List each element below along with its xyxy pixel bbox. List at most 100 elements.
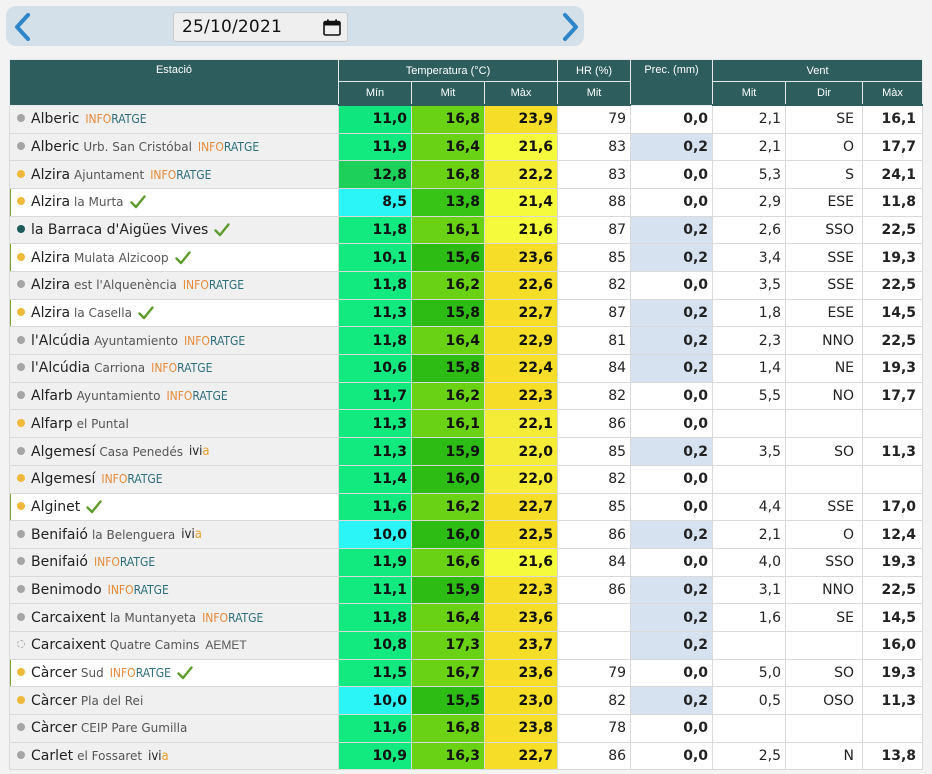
- station-name[interactable]: la Barraca d'Aigües Vives: [31, 222, 209, 238]
- table-row[interactable]: Alberic INFORATGE 11,0 16,8 23,9 79 0,0 2,1 SE 16…: [9, 104, 924, 134]
- wind-dir-header[interactable]: Dir: [785, 81, 864, 106]
- chevron-left-icon: [15, 13, 30, 41]
- station-cell[interactable]: l'Alcúdia Carriona INFORATGE: [9, 354, 339, 383]
- wind-max-cell: 22,5: [862, 215, 924, 245]
- table-row[interactable]: Carcaixent la Muntanyeta INFORATGE 11,8 16,4…: [9, 603, 924, 632]
- station-name[interactable]: Benifaió: [31, 554, 88, 571]
- table-row[interactable]: Alzira la Casella 11,3 15,8 22,7 87 0,2 1,8 ESE 1…: [9, 298, 924, 328]
- table-row[interactable]: Alzira Mulata Alzicoop 10,1 15,6 23,6 85 0,2 3,…: [9, 243, 924, 273]
- station-name[interactable]: Alzira: [31, 305, 71, 322]
- table-row[interactable]: Algemesí Casa Penedés ivia 11,3 15,9 22,0 85 0,…: [9, 437, 924, 466]
- station-cell[interactable]: Algemesí INFORATGE: [9, 464, 339, 494]
- temp-min-cell: 11,9: [338, 132, 412, 162]
- station-cell[interactable]: Càrcer Pla del Rei: [9, 686, 339, 716]
- wind-mean-header[interactable]: Mit: [712, 81, 787, 106]
- wind-dir-cell: [785, 714, 864, 743]
- wind-dir-cell: N: [785, 741, 864, 771]
- station-cell[interactable]: Benifaió INFORATGE: [9, 547, 339, 577]
- calendar-icon[interactable]: [323, 19, 341, 36]
- station-cell[interactable]: Carcaixent la Muntanyeta INFORATGE: [9, 603, 339, 632]
- station-name[interactable]: Alzira: [31, 194, 71, 211]
- station-status-dot: [17, 391, 25, 400]
- table-row[interactable]: Algemesí INFORATGE 11,4 16,0 22,0 82 0,0: [9, 464, 924, 494]
- wind-dir-cell: SSE: [785, 243, 864, 273]
- station-cell[interactable]: Alzira la Murta: [9, 187, 339, 217]
- station-cell[interactable]: Algemesí Casa Penedés ivia: [9, 437, 339, 466]
- table-row[interactable]: Alfarp el Puntal 11,3 16,1 22,1 86 0,0: [9, 409, 924, 439]
- table-row[interactable]: Alzira est l'Alquenència INFORATGE 11,8 16,2…: [9, 271, 924, 300]
- wind-max-cell: 16,1: [862, 104, 924, 134]
- station-location: Ayuntamiento: [76, 389, 161, 404]
- table-row[interactable]: Carcaixent Quatre Camins AEMET 10,8 17,3 23,7…: [9, 630, 924, 660]
- table-row[interactable]: Benimodo INFORATGE 11,1 15,9 22,3 86 0,2 3,1 NNO…: [9, 575, 924, 605]
- station-header[interactable]: Estació: [9, 59, 339, 106]
- temp-mean-header[interactable]: Mit: [411, 81, 485, 106]
- temp-mean-cell: 16,8: [411, 160, 485, 189]
- station-status-dot: [17, 418, 25, 427]
- table-row[interactable]: Alberic Urb. San Cristóbal INFORATGE 11,9 16…: [9, 132, 924, 162]
- station-name[interactable]: Alzira: [31, 166, 71, 183]
- table-row[interactable]: Càrcer Pla del Rei 10,0 15,5 23,0 82 0,2 0,5 OSO…: [9, 686, 924, 716]
- station-status-dot: [17, 225, 25, 233]
- station-name[interactable]: Alginet: [31, 498, 81, 515]
- station-cell[interactable]: Benimodo INFORATGE: [9, 575, 339, 605]
- table-row[interactable]: Alfarb Ayuntamiento INFORATGE 11,7 16,2 22,3 8…: [9, 381, 924, 411]
- station-cell[interactable]: Alzira Ajuntament INFORATGE: [9, 160, 339, 189]
- table-row[interactable]: Benifaió la Belenguera ivia 10,0 16,0 22,5 86 0…: [9, 520, 924, 549]
- station-name[interactable]: l'Alcúdia: [31, 360, 91, 377]
- station-name[interactable]: Carlet: [31, 748, 74, 765]
- table-row[interactable]: Benifaió INFORATGE 11,9 16,6 21,6 84 0,0 4,0 SSO…: [9, 547, 924, 577]
- station-cell[interactable]: Alzira est l'Alquenència INFORATGE: [9, 271, 339, 300]
- table-row[interactable]: l'Alcúdia Carriona INFORATGE 10,6 15,8 22,4 84…: [9, 354, 924, 383]
- table-row[interactable]: Alzira Ajuntament INFORATGE 12,8 16,8 22,2 83 0…: [9, 160, 924, 189]
- station-cell[interactable]: Càrcer Sud INFORATGE: [9, 658, 339, 688]
- station-name[interactable]: Algemesí: [31, 471, 96, 488]
- station-cell[interactable]: Alzira Mulata Alzicoop: [9, 243, 339, 273]
- station-name[interactable]: Carcaixent: [31, 609, 106, 626]
- previous-day-button[interactable]: [8, 12, 38, 42]
- table-row[interactable]: l'Alcúdia Ayuntamiento INFORATGE 11,8 16,4 22…: [9, 326, 924, 356]
- next-day-button[interactable]: [555, 12, 585, 42]
- station-cell[interactable]: Alzira la Casella: [9, 298, 339, 328]
- temp-mean-cell: 16,1: [411, 215, 485, 245]
- station-name[interactable]: Benifaió: [31, 526, 88, 543]
- station-name[interactable]: Alberic: [31, 111, 80, 128]
- station-name[interactable]: Alzira: [31, 277, 71, 294]
- table-row[interactable]: Alginet 11,6 16,2 22,7 85 0,0 4,4 SSE 17,0: [9, 492, 924, 522]
- temp-min-header[interactable]: Mín: [338, 81, 412, 106]
- wind-max-header[interactable]: Màx: [862, 81, 924, 106]
- station-name[interactable]: Benimodo: [31, 581, 102, 598]
- station-cell[interactable]: Alginet: [9, 492, 339, 522]
- station-name[interactable]: Carcaixent: [31, 637, 106, 654]
- temp-min-cell: 11,7: [338, 381, 412, 411]
- station-cell[interactable]: Alberic Urb. San Cristóbal INFORATGE: [9, 132, 339, 162]
- station-cell[interactable]: la Barraca d'Aigües Vives: [9, 215, 339, 245]
- table-row[interactable]: Carlet el Fossaret ivia 10,9 16,3 22,7 86 0,0 2,…: [9, 741, 924, 771]
- station-cell[interactable]: Benifaió la Belenguera ivia: [9, 520, 339, 549]
- station-name[interactable]: Algemesí: [31, 443, 96, 460]
- station-cell[interactable]: Càrcer CEIP Pare Gumilla: [9, 714, 339, 743]
- station-name[interactable]: l'Alcúdia: [31, 332, 91, 349]
- temp-max-header[interactable]: Màx: [483, 81, 559, 106]
- table-row[interactable]: Càrcer CEIP Pare Gumilla 11,6 16,8 23,8 78 0,0: [9, 714, 924, 743]
- station-cell[interactable]: Alfarp el Puntal: [9, 409, 339, 439]
- table-row[interactable]: Càrcer Sud INFORATGE 11,5 16,7 23,6 79 0,0 5,0 SO…: [9, 658, 924, 688]
- station-name[interactable]: Alzira: [31, 249, 71, 266]
- station-name[interactable]: Alberic: [31, 138, 80, 155]
- station-name[interactable]: Càrcer: [31, 665, 77, 681]
- station-location: Urb. San Cristóbal: [83, 139, 192, 154]
- station-cell[interactable]: l'Alcúdia Ayuntamiento INFORATGE: [9, 326, 339, 356]
- station-cell[interactable]: Carcaixent Quatre Camins AEMET: [9, 630, 339, 660]
- station-name[interactable]: Alfarp: [31, 415, 73, 432]
- station-cell[interactable]: Alfarb Ayuntamiento INFORATGE: [9, 381, 339, 411]
- table-row[interactable]: la Barraca d'Aigües Vives 11,8 16,1 21,6 87 0…: [9, 215, 924, 245]
- hr-mean-header[interactable]: Mit: [557, 81, 632, 106]
- station-cell[interactable]: Carlet el Fossaret ivia: [9, 741, 339, 771]
- precipitation-header[interactable]: Prec. (mm): [630, 59, 714, 106]
- station-name[interactable]: Càrcer: [31, 720, 77, 737]
- station-cell[interactable]: Alberic INFORATGE: [9, 104, 339, 134]
- table-row[interactable]: Alzira la Murta 8,5 13,8 21,4 88 0,0 2,9 ESE 11,8: [9, 187, 924, 217]
- station-name[interactable]: Alfarb: [31, 388, 73, 405]
- station-name[interactable]: Càrcer: [31, 692, 77, 709]
- date-input[interactable]: 25/10/2021: [173, 12, 348, 42]
